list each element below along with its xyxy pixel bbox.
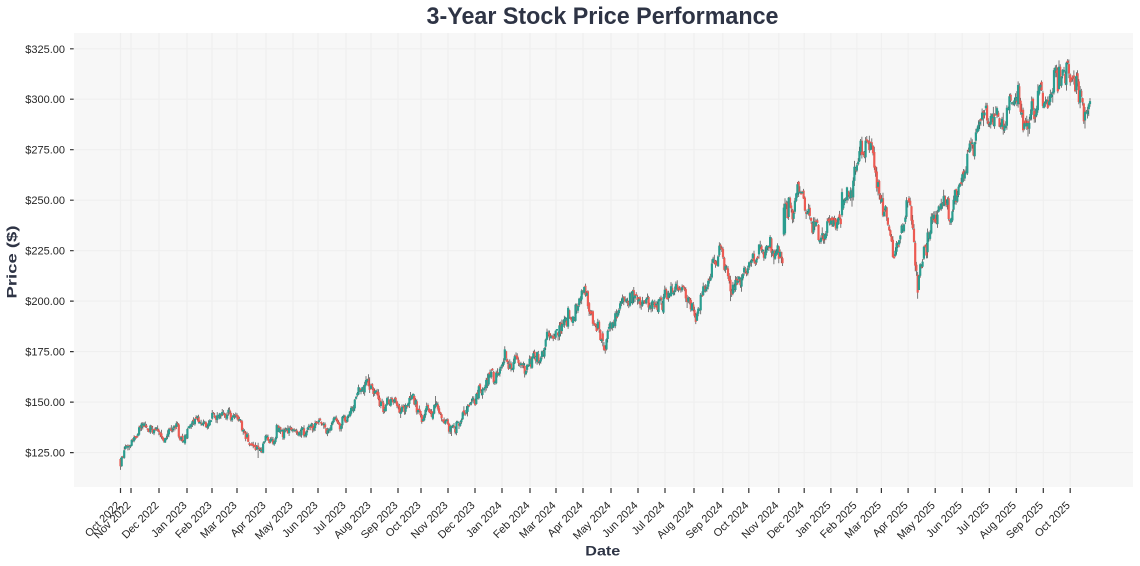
svg-text:$225.00: $225.00 — [25, 246, 65, 258]
svg-text:$150.00: $150.00 — [25, 397, 65, 409]
svg-text:$175.00: $175.00 — [25, 347, 65, 359]
svg-text:$125.00: $125.00 — [25, 448, 65, 460]
svg-text:$200.00: $200.00 — [25, 296, 65, 308]
svg-text:Date: Date — [585, 543, 620, 559]
svg-text:Price ($): Price ($) — [4, 226, 19, 299]
svg-text:$325.00: $325.00 — [25, 44, 65, 56]
svg-text:$275.00: $275.00 — [25, 145, 65, 157]
svg-text:3-Year Stock Price Performance: 3-Year Stock Price Performance — [427, 3, 779, 30]
svg-text:$300.00: $300.00 — [25, 94, 65, 106]
svg-text:$250.00: $250.00 — [25, 195, 65, 207]
